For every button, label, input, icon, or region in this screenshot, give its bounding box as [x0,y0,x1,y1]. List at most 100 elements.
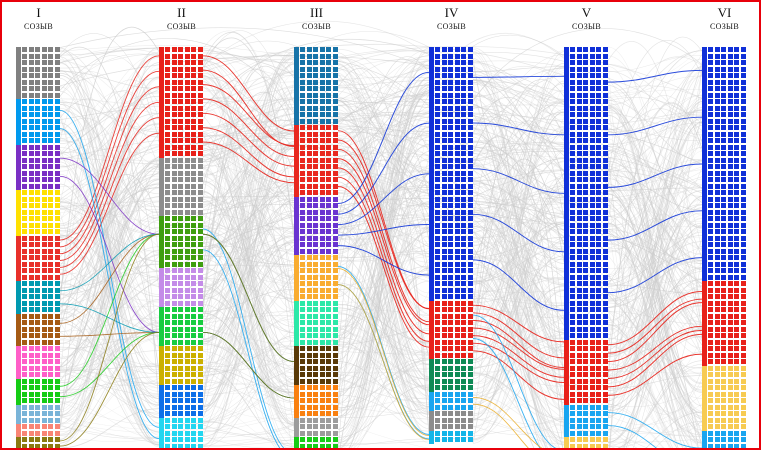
faction-block[interactable] [429,411,474,431]
faction-block[interactable] [702,281,747,366]
seat-cell [708,125,714,131]
faction-block[interactable] [702,47,747,281]
faction-block[interactable] [429,430,474,444]
faction-block[interactable] [16,190,61,236]
faction-block[interactable] [429,47,474,301]
seat-cell [589,229,595,235]
seat-cell [467,53,473,59]
seat-cell [22,437,28,443]
seat-cell [191,385,197,391]
faction-bar [16,144,21,190]
faction-block[interactable] [16,99,61,145]
seat-cell [708,53,714,59]
seat-cell [441,196,447,202]
seat-cell [583,177,589,183]
convocation-column-III[interactable]: III созыв [294,2,339,448]
faction-block[interactable] [294,385,339,418]
faction-block[interactable] [564,437,609,448]
faction-block[interactable] [159,385,204,418]
faction-block[interactable] [294,125,339,197]
seat-cell [740,398,746,404]
seat-cell [708,157,714,163]
seat-cell [727,144,733,150]
faction-block[interactable] [159,47,204,158]
faction-block[interactable] [294,255,339,301]
seat-cell [570,268,576,274]
seat-cell [165,326,171,332]
convocation-column-II[interactable]: II созыв [159,2,204,448]
faction-block[interactable] [16,404,61,424]
faction-block[interactable] [159,216,204,268]
seat-cell [319,437,325,443]
seat-cell [708,424,714,430]
seat-cell [583,138,589,144]
seat-cell [448,248,454,254]
seat-cell [191,60,197,66]
faction-block[interactable] [16,235,61,281]
seat-cell [714,79,720,85]
seat-cell [589,118,595,124]
faction-block[interactable] [702,365,747,431]
faction-bar [429,47,434,301]
seat-cell [184,404,190,410]
faction-block[interactable] [16,378,61,405]
seat-cell [326,242,332,248]
seat-cell [448,378,454,384]
seat-cell [467,118,473,124]
faction-block[interactable] [294,437,339,448]
seat-cell [740,404,746,410]
seat-cell [332,157,338,163]
seat-cell [191,79,197,85]
seat-cell [184,118,190,124]
faction-block[interactable] [16,424,61,437]
faction-block[interactable] [564,404,609,437]
faction-block[interactable] [159,417,204,448]
seat-cell [602,53,608,59]
faction-block[interactable] [294,300,339,346]
faction-block[interactable] [429,391,474,411]
seat-cell [54,385,60,391]
faction-block[interactable] [564,339,609,405]
faction-block[interactable] [16,437,61,448]
seat-cell [441,261,447,267]
faction-block[interactable] [294,417,339,437]
convocation-column-IV[interactable]: IV созыв [429,2,474,448]
faction-block[interactable] [16,346,61,379]
seat-cell [734,242,740,248]
faction-block[interactable] [159,307,204,346]
faction-block[interactable] [16,313,61,346]
seat-cell [727,125,733,131]
seat-cell [714,248,720,254]
faction-block[interactable] [429,359,474,392]
seat-cell [332,307,338,313]
faction-block[interactable] [159,157,204,216]
faction-block[interactable] [294,47,339,125]
faction-block[interactable] [16,47,61,99]
faction-block[interactable] [294,346,339,385]
faction-seat-grid [165,268,204,307]
seat-cell [435,216,441,222]
seat-cell [734,268,740,274]
faction-bar [16,235,21,281]
seat-cell [197,443,203,448]
faction-block[interactable] [429,300,474,359]
faction-block[interactable] [16,281,61,314]
seat-cell [721,203,727,209]
convocation-column-VI[interactable]: VI созыв [702,2,747,448]
faction-block[interactable] [16,144,61,190]
faction-block[interactable] [159,346,204,385]
seat-cell [727,404,733,410]
faction-block[interactable] [702,430,747,448]
faction-block[interactable] [159,268,204,307]
seat-cell [435,352,441,358]
seat-cell [22,359,28,365]
faction-block[interactable] [294,196,339,255]
seat-cell [319,196,325,202]
seat-cell [28,300,34,306]
faction-block[interactable] [564,47,609,340]
seat-cell [602,443,608,448]
seat-cell [184,183,190,189]
seat-cell [435,190,441,196]
